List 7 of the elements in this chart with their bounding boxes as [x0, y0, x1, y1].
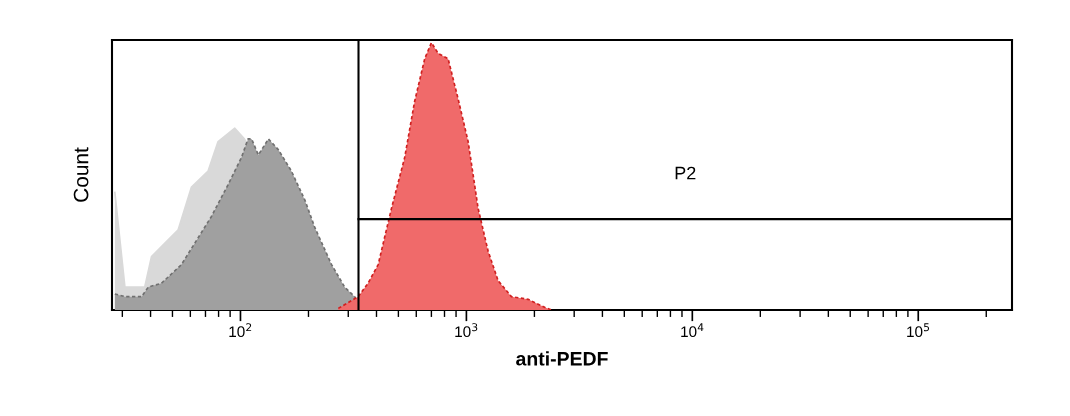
ref-line-label: P2	[675, 166, 696, 180]
x-tick-label: 10$^{2}$	[229, 323, 252, 338]
x-axis-title: anti-PEDF	[516, 351, 608, 366]
x-tick-label: 10$^{3}$	[455, 323, 478, 338]
x-tick-label: 10$^{4}$	[681, 323, 704, 338]
x-tick-label: 10$^{5}$	[907, 323, 930, 338]
y-axis-title: Count	[73, 147, 89, 202]
